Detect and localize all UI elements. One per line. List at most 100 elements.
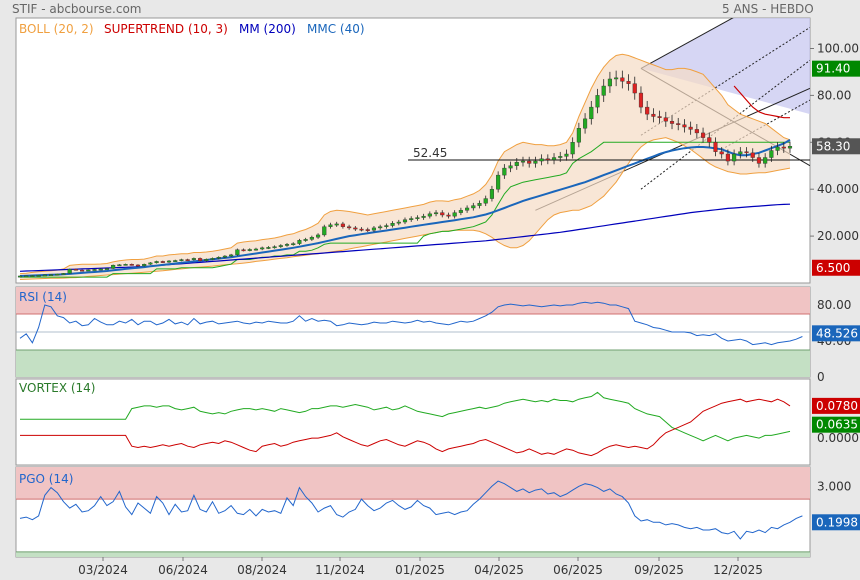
candle (278, 245, 283, 247)
candle (756, 157, 762, 164)
candle (73, 268, 78, 271)
candle (80, 269, 85, 272)
candle (427, 213, 432, 217)
candle (135, 264, 141, 267)
candle (30, 275, 35, 277)
candle (303, 239, 308, 241)
candle (601, 85, 606, 96)
candle (738, 151, 743, 155)
candle (465, 207, 470, 211)
candle (117, 264, 122, 267)
fork-dotted-mid (640, 59, 810, 190)
vortex-tag (812, 416, 860, 433)
candle (154, 261, 159, 264)
candle (148, 262, 153, 265)
vortex-tick-label: 0.0000 (817, 431, 859, 445)
price-tag-label: 6.500 (816, 261, 850, 275)
price-legend-item: BOLL (20, 2) (19, 22, 94, 36)
candle (359, 228, 364, 231)
price-legend-item: SUPERTREND (10, 3) (104, 22, 228, 36)
price-tick-label: 100.00 (817, 41, 859, 55)
candle (502, 167, 507, 176)
candle (769, 150, 774, 158)
vortex-plus-line (20, 391, 791, 442)
mmc40-line (19, 139, 791, 277)
candle (719, 151, 724, 155)
candle (334, 223, 339, 226)
candle (129, 264, 134, 266)
candle (440, 212, 445, 216)
candle (142, 264, 147, 267)
candle (446, 214, 451, 217)
candle (36, 275, 41, 277)
vortex-minus-line (20, 398, 791, 457)
candle (620, 77, 625, 82)
rsi-tag (812, 325, 860, 342)
pgo-line (19, 480, 803, 540)
candle (210, 258, 215, 260)
candle (669, 120, 675, 124)
candle (316, 234, 321, 238)
candle (272, 246, 277, 249)
candle (173, 260, 178, 262)
price-legend-item: MMC (40) (307, 22, 365, 36)
candle (415, 217, 420, 219)
candle (384, 225, 389, 227)
candle (626, 81, 631, 84)
candle (86, 269, 91, 272)
candle (260, 247, 265, 250)
candle (638, 92, 644, 108)
candle (365, 229, 370, 231)
x-tick-label: 04/2025 (474, 563, 524, 577)
vortex-tag-label: 0.0780 (816, 399, 858, 413)
candle (570, 142, 575, 155)
pitchfork-zone (640, 18, 810, 115)
candle (489, 188, 494, 199)
candle (390, 222, 395, 226)
price-tag-label: 91.40 (816, 62, 850, 76)
candle (514, 162, 519, 166)
boll-lower-line (19, 137, 791, 280)
candle (545, 158, 550, 161)
boll-upper-line (19, 53, 791, 275)
rsi-tick-label: 80.00 (817, 298, 851, 312)
candle (452, 212, 457, 217)
candle (533, 160, 538, 164)
price-tag-label: 58.30 (816, 139, 850, 153)
candle (253, 248, 259, 251)
candle (520, 160, 526, 163)
candle (198, 258, 203, 261)
rsi-oversold-zone (16, 350, 810, 377)
price-tick-label: 80.00 (817, 88, 851, 102)
price-plot-area (17, 18, 810, 280)
candle (42, 274, 47, 277)
candle (179, 259, 184, 261)
candle (576, 128, 581, 143)
candle (55, 273, 60, 276)
candle (589, 106, 594, 120)
chart-source-label: STIF - abcbourse.com (12, 2, 142, 16)
pitchfork-upper (640, 18, 734, 69)
candle (328, 224, 333, 227)
candle (607, 78, 612, 87)
pgo-oversold-zone (16, 551, 810, 557)
vortex-legend: VORTEX (14) (19, 381, 96, 395)
candle (235, 249, 240, 256)
candle (229, 254, 234, 257)
candle (458, 210, 463, 213)
rsi-line (19, 301, 803, 346)
candle (421, 215, 426, 218)
x-tick-label: 12/2025 (713, 563, 763, 577)
candle (657, 116, 662, 118)
candle (558, 156, 563, 158)
candle (663, 117, 668, 122)
candle (508, 165, 513, 169)
candle (111, 264, 116, 269)
x-tick-label: 06/2025 (553, 563, 603, 577)
candle (284, 244, 290, 246)
candle (402, 219, 408, 223)
candle (775, 146, 780, 151)
pgo-tick-label: 3.000 (817, 479, 851, 493)
price-tick-label: 40.000 (817, 182, 859, 196)
